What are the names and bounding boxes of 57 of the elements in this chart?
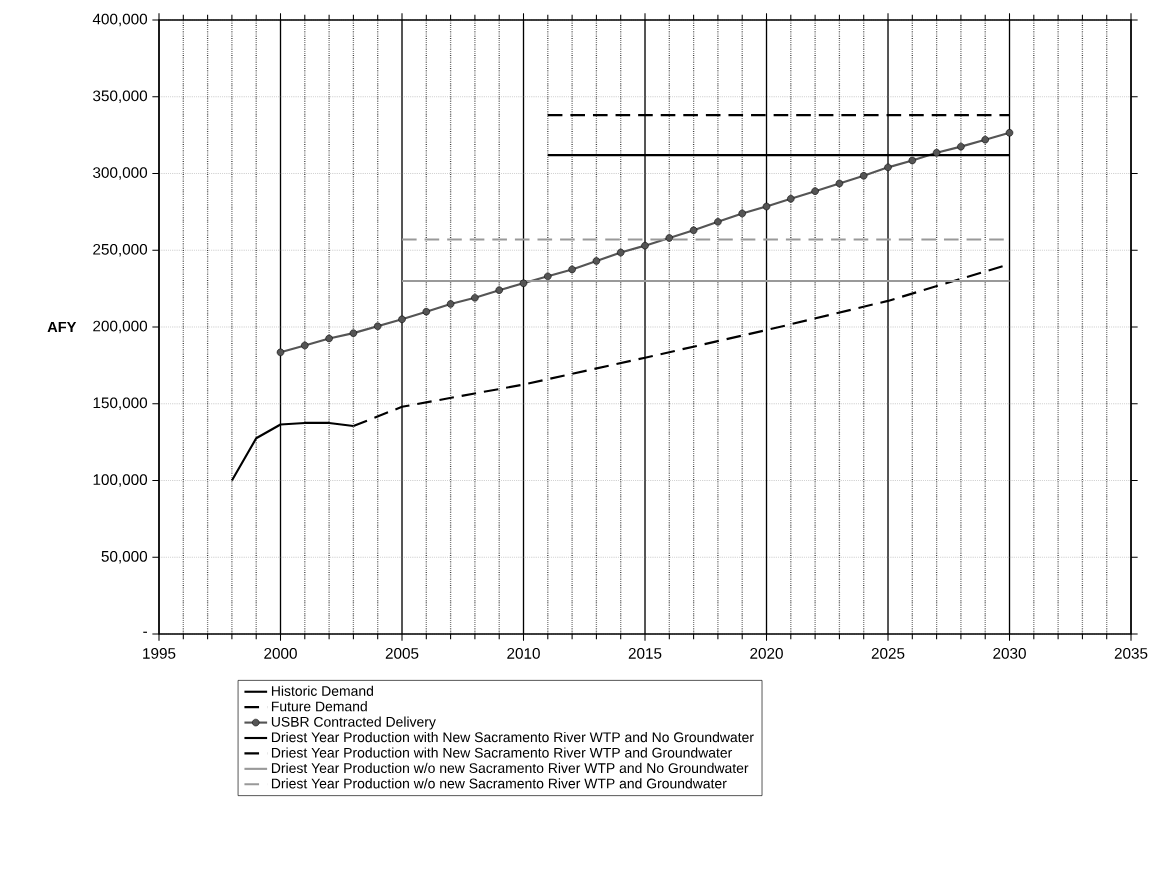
legend-label: Driest Year Production w/o new Sacramento River WTP and Groundwater (271, 778, 727, 789)
point (325, 334, 333, 343)
y-axis-title: AFY (47, 321, 77, 333)
point (762, 202, 771, 211)
y-tick-label: 100,000 (93, 474, 148, 487)
point (957, 142, 965, 151)
point (422, 307, 431, 316)
legend-label: Future Demand (271, 701, 367, 712)
legend-label: Driest Year Production with New Sacramento River WTP and No Groundwater (271, 731, 754, 743)
point (495, 286, 503, 294)
x-tick-label: 2030 (993, 647, 1026, 659)
x-tick-label: 2005 (385, 647, 419, 659)
point (884, 163, 892, 172)
point (616, 248, 625, 257)
legend-label: Driest Year Production w/o new Sacramento River WTP and No Groundwater (271, 762, 749, 774)
point (641, 241, 649, 250)
point (787, 195, 795, 203)
point (714, 218, 722, 226)
legend-label: Driest Year Production with New Sacramento River WTP and Groundwater (271, 747, 733, 758)
point (446, 300, 455, 308)
y-tick-label: 200,000 (93, 320, 148, 334)
legend-label: Historic Demand (271, 685, 373, 696)
y-tick-label: 150,000 (93, 397, 148, 411)
point (665, 234, 674, 242)
point (398, 315, 406, 324)
point (519, 279, 528, 287)
point (859, 172, 868, 180)
point (1005, 129, 1014, 137)
point (349, 329, 358, 337)
x-tick-label: 2025 (871, 647, 905, 659)
x-tick-label: 2010 (507, 647, 540, 659)
point (592, 257, 601, 265)
point (908, 156, 917, 165)
x-tick-label: 2035 (1114, 647, 1148, 659)
point (568, 265, 576, 274)
point (811, 187, 819, 195)
point (373, 322, 382, 330)
y-tick-label: 400,000 (92, 13, 148, 27)
point (276, 348, 285, 357)
point (981, 136, 989, 144)
x-tick-label: 2015 (628, 647, 662, 659)
x-tick-label: 1995 (143, 647, 176, 659)
point (544, 272, 552, 281)
y-tick-label: - (143, 631, 147, 633)
y-tick-label: 50,000 (101, 550, 148, 564)
y-tick-label: 250,000 (93, 243, 148, 257)
y-tick-label: 350,000 (93, 90, 148, 104)
y-tick-label: 300,000 (93, 167, 148, 180)
legend-label: USBR Contracted Delivery (271, 716, 436, 730)
point (932, 149, 941, 157)
x-tick-label: 2000 (264, 647, 297, 659)
point (301, 341, 309, 350)
point (689, 226, 698, 235)
point (835, 179, 844, 188)
point (471, 294, 479, 302)
point (738, 209, 746, 218)
x-tick-label: 2020 (750, 647, 783, 659)
